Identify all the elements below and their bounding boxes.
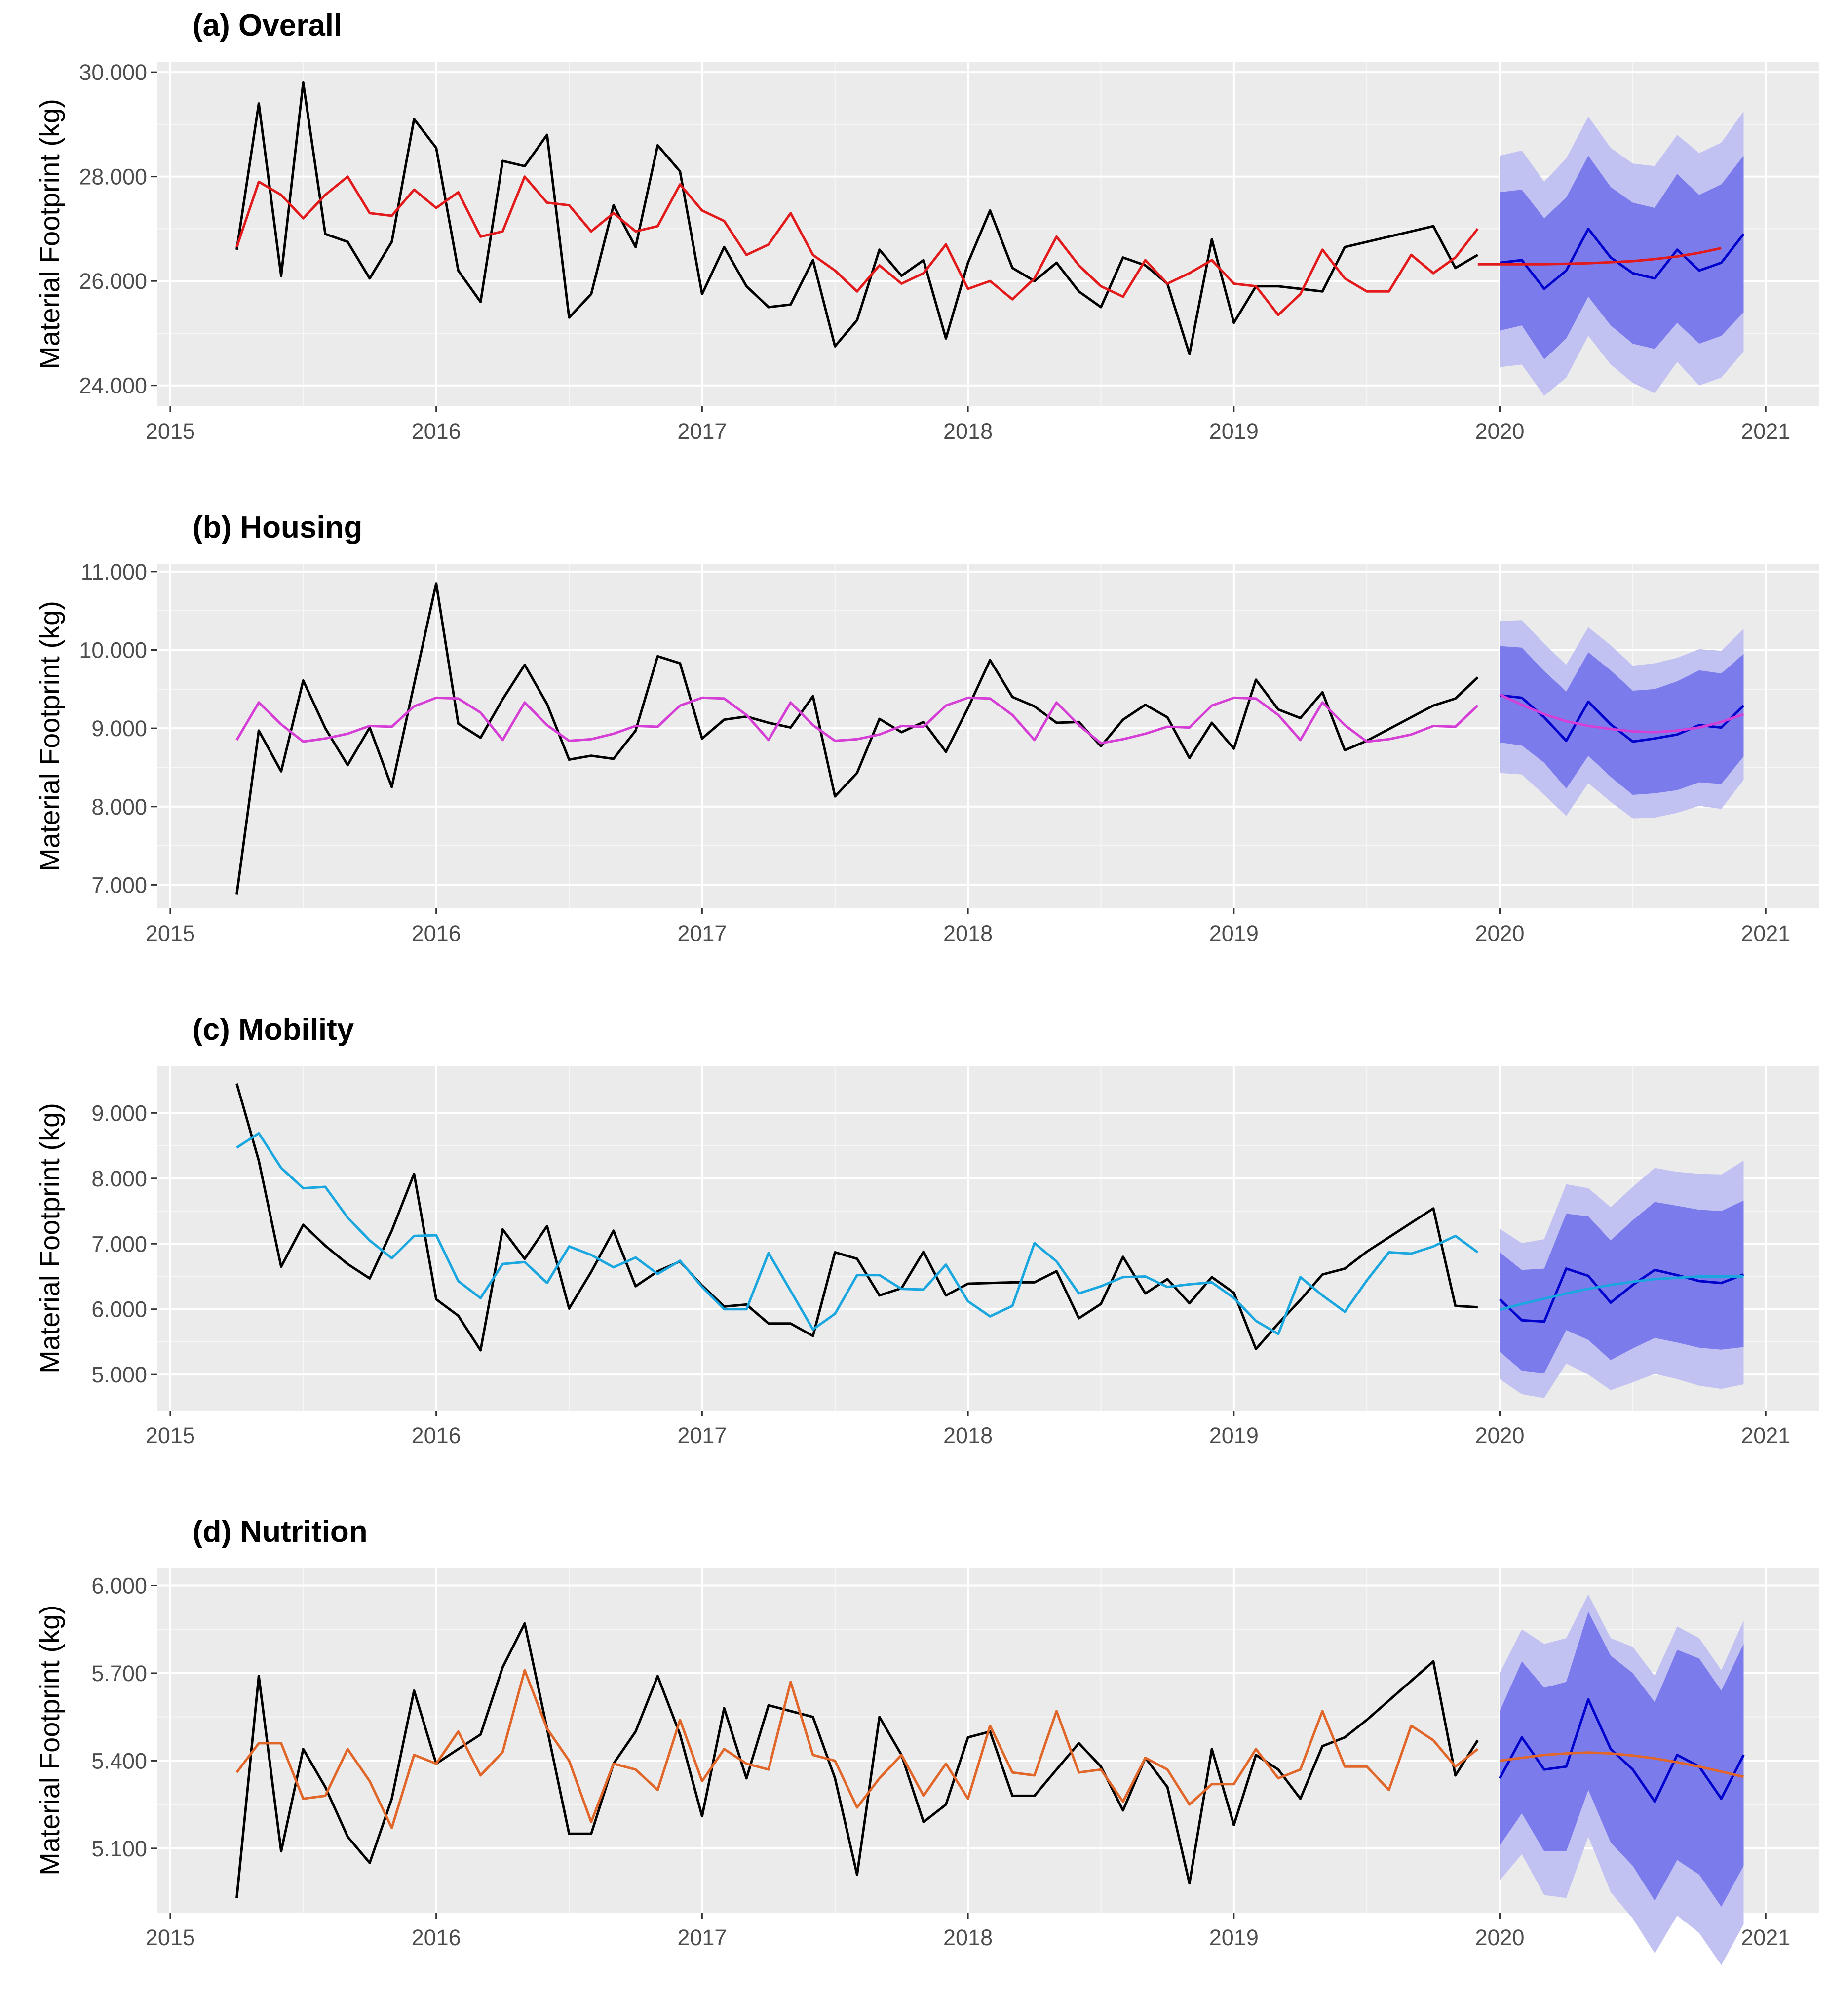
observed-series-line xyxy=(235,81,1479,355)
x-tick-label: 2017 xyxy=(677,419,727,444)
forecast-band-80 xyxy=(1500,646,1744,795)
y-tick-label: 9.000 xyxy=(91,1100,147,1126)
y-tick-label: 24.000 xyxy=(79,373,147,398)
panel-title: (a) Overall xyxy=(192,8,342,42)
chart-svg-overall: 24.000 26.000 28.000 30.000 2015 2016 2017 2018… xyxy=(34,8,1819,444)
y-axis-label: Material Footprint (kg) xyxy=(34,1103,65,1373)
x-tick-label: 2019 xyxy=(1209,921,1259,946)
x-tick-label: 2019 xyxy=(1209,1925,1259,1950)
chart-svg-nutrition: 5.100 5.400 5.700 6.000 2015 2016 2017 2018 2019… xyxy=(34,1515,1819,1965)
forecast-trend-line xyxy=(1499,693,1744,734)
y-axis-label: Material Footprint (kg) xyxy=(34,99,65,369)
y-tick-label: 5.400 xyxy=(91,1748,147,1773)
x-tick-label: 2021 xyxy=(1741,921,1790,946)
y-tick-label: 8.000 xyxy=(91,1166,147,1191)
x-tick-label: 2016 xyxy=(412,921,461,946)
x-tick-label: 2015 xyxy=(146,1423,195,1448)
x-tick-label: 2019 xyxy=(1209,1423,1259,1448)
y-tick-label: 6.000 xyxy=(91,1297,147,1322)
y-tick-label: 5.700 xyxy=(91,1661,147,1686)
panel-title: (b) Housing xyxy=(192,510,362,545)
forecast-band-80 xyxy=(1500,1200,1744,1373)
y-tick-label: 9.000 xyxy=(91,716,147,741)
x-tick-label: 2015 xyxy=(146,419,195,444)
x-tick-label: 2020 xyxy=(1475,1423,1524,1448)
panel-mobility: 5.000 6.000 7.000 8.000 9.000 2015 2016 2017 201… xyxy=(0,1004,1848,1498)
y-tick-label: 7.000 xyxy=(91,872,147,898)
y-axis-label: Material Footprint (kg) xyxy=(34,601,65,871)
x-tick-label: 2017 xyxy=(677,921,727,946)
x-tick-label: 2015 xyxy=(146,921,195,946)
x-tick-label: 2016 xyxy=(412,1423,461,1448)
y-tick-label: 11.000 xyxy=(81,559,147,585)
panel-housing: 7.000 8.000 9.000 10.000 11.000 2015 2016 2017 2… xyxy=(0,502,1848,996)
chart-svg-mobility: 5.000 6.000 7.000 8.000 9.000 2015 2016 2017 201… xyxy=(34,1013,1819,1448)
forecast-mean-line xyxy=(1499,1267,1744,1323)
x-tick-label: 2015 xyxy=(146,1925,195,1950)
fitted-series-line xyxy=(236,1132,1479,1335)
y-axis-label: Material Footprint (kg) xyxy=(34,1605,65,1876)
y-tick-label: 10.000 xyxy=(79,638,147,663)
observed-series-line xyxy=(235,1083,1478,1352)
x-tick-label: 2021 xyxy=(1741,1423,1790,1448)
x-tick-label: 2021 xyxy=(1741,1925,1790,1950)
forecast-trend-line xyxy=(1477,247,1722,266)
forecast-band-80 xyxy=(1500,156,1744,359)
forecast-mean-line xyxy=(1500,227,1745,290)
y-tick-label: 30.000 xyxy=(79,60,147,85)
panel-nutrition: 5.100 5.400 5.700 6.000 2015 2016 2017 2018 2019… xyxy=(0,1506,1848,2000)
x-tick-label: 2021 xyxy=(1741,419,1790,444)
y-tick-label: 7.000 xyxy=(91,1231,147,1256)
x-tick-label: 2018 xyxy=(943,921,993,946)
y-tick-label: 5.000 xyxy=(91,1362,147,1387)
y-tick-label: 8.000 xyxy=(91,794,147,820)
forecast-trend-line xyxy=(1499,1275,1744,1311)
x-tick-label: 2016 xyxy=(412,419,461,444)
x-tick-label: 2020 xyxy=(1475,419,1524,444)
y-tick-label: 6.000 xyxy=(91,1573,147,1598)
x-tick-label: 2020 xyxy=(1475,921,1524,946)
fitted-series-line xyxy=(235,696,1479,745)
fitted-series-line xyxy=(235,175,1479,316)
observed-series-line xyxy=(235,582,1479,895)
x-tick-label: 2019 xyxy=(1209,419,1259,444)
y-tick-label: 26.000 xyxy=(79,269,147,294)
x-tick-label: 2018 xyxy=(943,1925,993,1950)
chart-svg-housing: 7.000 8.000 9.000 10.000 11.000 2015 2016 2017 2… xyxy=(34,510,1819,946)
forecast-trend-line xyxy=(1500,1751,1744,1778)
x-tick-label: 2016 xyxy=(412,1925,461,1950)
x-tick-label: 2020 xyxy=(1475,1925,1524,1950)
fitted-series-line xyxy=(235,1669,1479,1829)
x-tick-label: 2018 xyxy=(943,419,993,444)
x-tick-label: 2018 xyxy=(943,1423,993,1448)
panel-title: (d) Nutrition xyxy=(192,1515,368,1549)
y-tick-label: 5.100 xyxy=(91,1836,147,1861)
x-tick-label: 2017 xyxy=(677,1423,727,1448)
panel-overall: 24.000 26.000 28.000 30.000 2015 2016 2017 2018… xyxy=(0,0,1848,494)
panel-title: (c) Mobility xyxy=(192,1013,354,1047)
y-tick-label: 28.000 xyxy=(79,164,147,190)
forecast-mean-line xyxy=(1499,1698,1745,1803)
x-tick-label: 2017 xyxy=(677,1925,727,1950)
